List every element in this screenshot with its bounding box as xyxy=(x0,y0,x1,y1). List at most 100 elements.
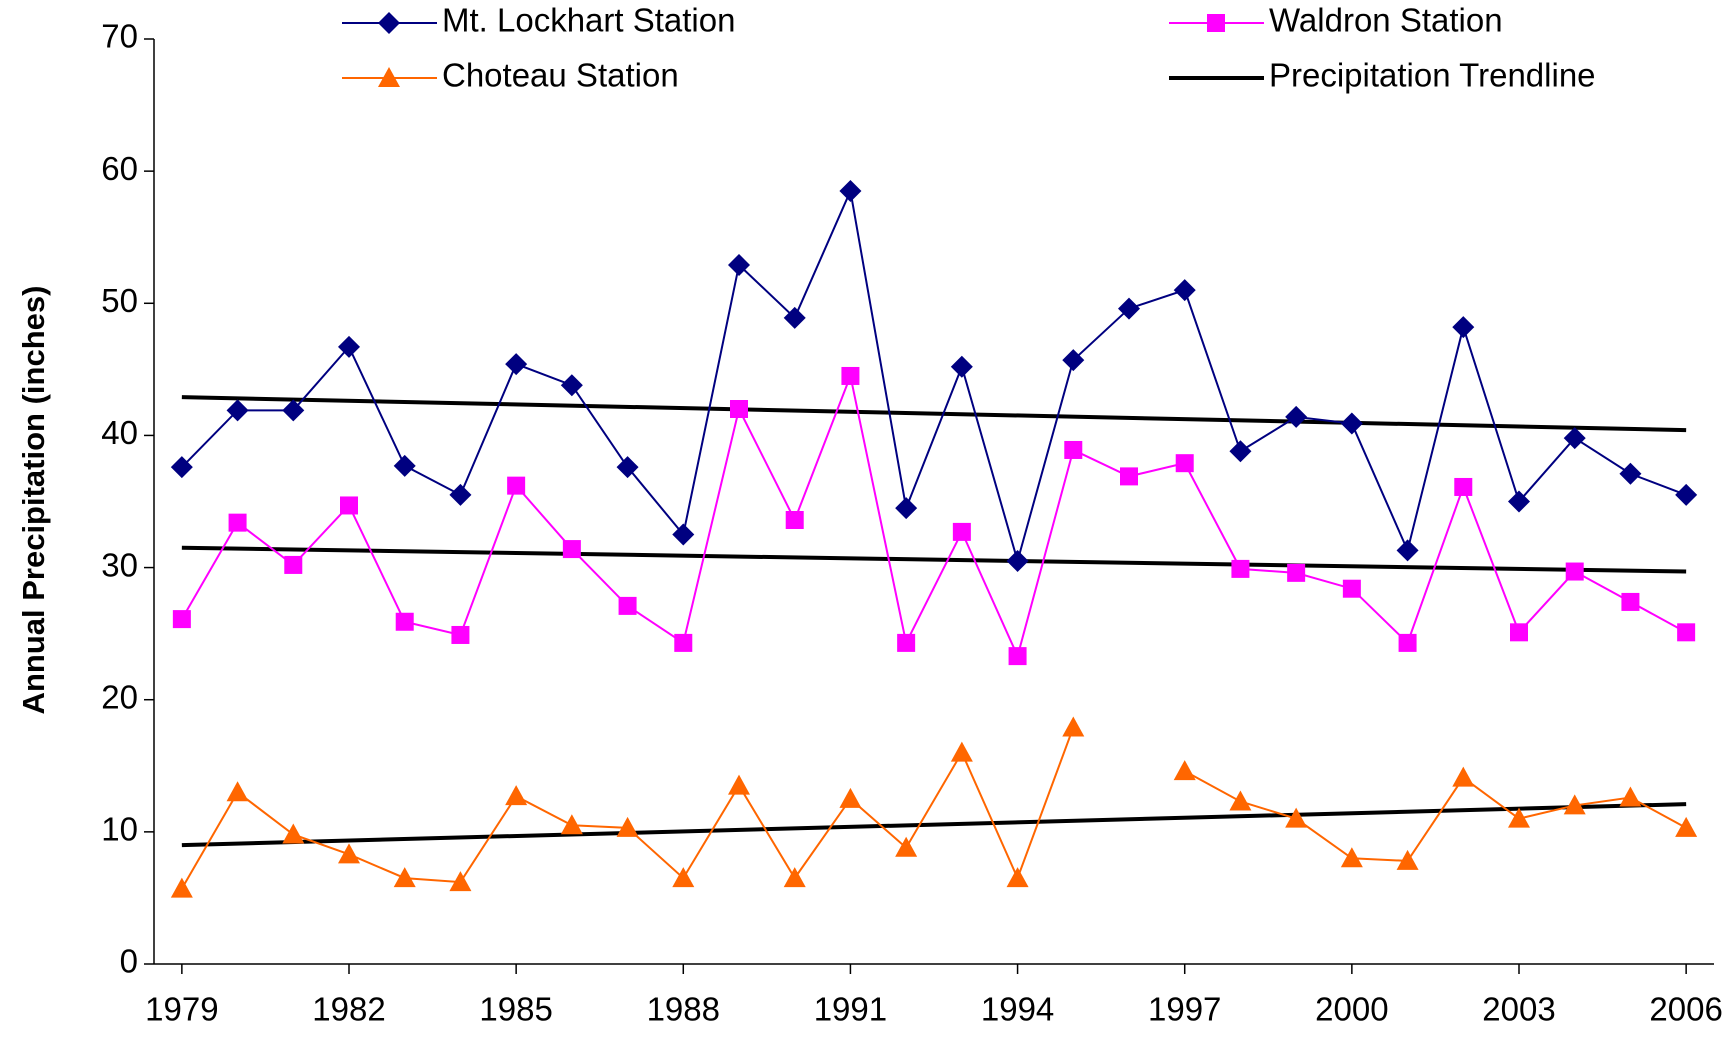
marker-square xyxy=(785,511,804,529)
x-tick-label: 1991 xyxy=(814,991,887,1028)
marker-square xyxy=(1454,477,1473,496)
marker-diamond xyxy=(505,353,528,376)
x-tick-label: 2006 xyxy=(1649,991,1722,1028)
marker-diamond xyxy=(672,523,695,546)
marker-square xyxy=(730,400,748,418)
marker-triangle xyxy=(378,67,400,87)
x-tick-label: 1979 xyxy=(145,991,218,1028)
marker-diamond xyxy=(1118,297,1140,320)
marker-diamond xyxy=(1675,483,1698,506)
marker-diamond xyxy=(170,456,193,479)
x-tick-label: 1997 xyxy=(1148,991,1221,1028)
series-line xyxy=(181,187,1687,565)
marker-diamond xyxy=(1285,405,1308,428)
marker-square xyxy=(1621,592,1640,611)
marker-diamond xyxy=(1508,490,1530,513)
marker-triangle xyxy=(1006,867,1029,888)
marker-square xyxy=(841,366,860,385)
marker-diamond xyxy=(1173,279,1196,302)
series-line xyxy=(180,727,1075,890)
marker-triangle xyxy=(170,877,193,898)
marker-triangle xyxy=(1452,766,1475,787)
marker-diamond xyxy=(1452,316,1475,339)
trendline xyxy=(181,802,1687,848)
marker-square xyxy=(1565,562,1584,581)
legend-label: Mt. Lockhart Station xyxy=(442,2,735,39)
x-tick-label: 1994 xyxy=(981,991,1054,1028)
y-axis-title: Annual Precipitation (inches) xyxy=(16,286,51,715)
marker-square xyxy=(952,522,971,541)
marker-square xyxy=(674,633,693,652)
marker-diamond xyxy=(1229,440,1252,463)
marker-diamond xyxy=(449,483,472,506)
marker-triangle xyxy=(1340,847,1363,868)
marker-diamond xyxy=(1062,349,1085,372)
y-tick-label: 30 xyxy=(101,546,138,583)
marker-diamond xyxy=(393,454,416,477)
marker-triangle xyxy=(672,867,695,888)
legend-label: Waldron Station xyxy=(1269,2,1503,39)
marker-diamond xyxy=(728,253,750,276)
marker-square xyxy=(172,610,191,629)
marker-diamond xyxy=(338,335,360,358)
marker-square xyxy=(507,476,526,495)
marker-triangle xyxy=(1396,849,1419,870)
marker-triangle xyxy=(1619,786,1642,807)
marker-square xyxy=(1008,647,1027,666)
marker-triangle xyxy=(393,867,416,888)
marker-diamond xyxy=(783,306,806,329)
marker-triangle xyxy=(282,823,305,844)
trendline xyxy=(181,545,1687,574)
marker-diamond xyxy=(895,497,918,520)
marker-diamond xyxy=(839,179,862,202)
marker-square xyxy=(340,496,358,515)
marker-triangle xyxy=(226,781,249,802)
y-tick-label: 20 xyxy=(101,678,138,715)
x-tick-label: 2000 xyxy=(1315,991,1388,1028)
marker-diamond xyxy=(950,355,973,378)
marker-square xyxy=(1064,440,1083,459)
marker-diamond xyxy=(378,12,400,34)
marker-square xyxy=(284,555,303,574)
marker-triangle xyxy=(505,785,528,806)
marker-diamond xyxy=(1396,539,1419,562)
marker-triangle xyxy=(728,774,750,795)
marker-square xyxy=(618,596,637,615)
legend-label: Precipitation Trendline xyxy=(1269,57,1596,94)
y-tick-label: 70 xyxy=(101,18,138,55)
marker-diamond xyxy=(226,399,249,422)
marker-square xyxy=(395,612,414,631)
y-tick-label: 50 xyxy=(101,282,138,319)
marker-diamond xyxy=(1563,427,1586,450)
marker-square xyxy=(1510,623,1528,642)
marker-diamond xyxy=(1340,412,1363,435)
marker-diamond xyxy=(616,456,639,479)
x-tick-label: 2003 xyxy=(1482,991,1555,1028)
x-tick-label: 1988 xyxy=(647,991,720,1028)
marker-diamond xyxy=(560,374,583,397)
marker-square xyxy=(1207,14,1225,32)
y-tick-label: 0 xyxy=(120,943,138,980)
marker-triangle xyxy=(338,843,360,864)
marker-square xyxy=(1398,633,1417,652)
marker-triangle xyxy=(1173,760,1196,781)
y-tick-label: 40 xyxy=(101,414,138,451)
marker-triangle xyxy=(1062,716,1085,737)
marker-square xyxy=(228,513,247,532)
legend-label: Choteau Station xyxy=(442,57,679,94)
marker-square xyxy=(1677,623,1696,642)
marker-diamond xyxy=(1006,549,1029,572)
marker-triangle xyxy=(1285,807,1308,828)
marker-square xyxy=(897,633,916,652)
marker-triangle xyxy=(895,836,918,857)
marker-triangle xyxy=(449,871,472,892)
marker-square xyxy=(451,625,470,644)
marker-square xyxy=(562,540,581,559)
y-tick-label: 10 xyxy=(101,811,138,848)
series-line xyxy=(1184,770,1687,862)
series-line xyxy=(180,372,1687,660)
marker-square xyxy=(1120,467,1138,486)
marker-triangle xyxy=(1563,794,1586,815)
marker-triangle xyxy=(616,816,639,837)
